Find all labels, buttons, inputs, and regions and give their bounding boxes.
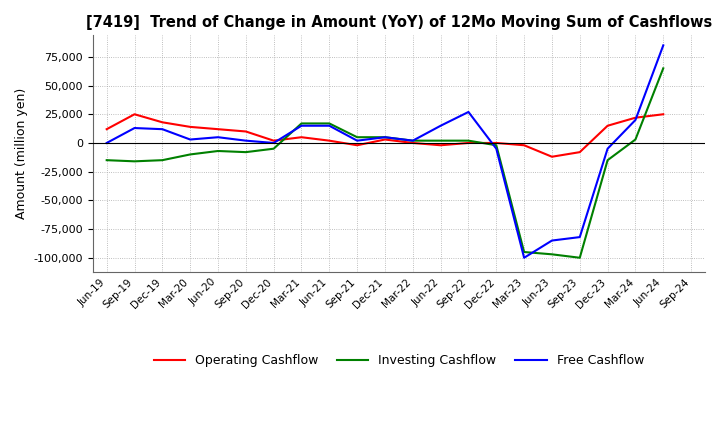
- Free Cashflow: [241, 138, 250, 143]
- Operating Cashflow: [297, 135, 306, 140]
- Free Cashflow: [520, 255, 528, 260]
- Free Cashflow: [186, 137, 194, 142]
- Free Cashflow: [297, 123, 306, 128]
- Title: [7419]  Trend of Change in Amount (YoY) of 12Mo Moving Sum of Cashflows: [7419] Trend of Change in Amount (YoY) o…: [86, 15, 712, 30]
- Investing Cashflow: [603, 158, 612, 163]
- Line: Free Cashflow: Free Cashflow: [107, 45, 663, 258]
- Investing Cashflow: [464, 138, 473, 143]
- Investing Cashflow: [659, 66, 667, 71]
- Free Cashflow: [158, 127, 166, 132]
- Operating Cashflow: [548, 154, 557, 159]
- Free Cashflow: [659, 43, 667, 48]
- Operating Cashflow: [631, 115, 640, 121]
- Operating Cashflow: [492, 140, 500, 146]
- Free Cashflow: [325, 123, 333, 128]
- Operating Cashflow: [241, 129, 250, 134]
- Line: Operating Cashflow: Operating Cashflow: [107, 114, 663, 157]
- Operating Cashflow: [520, 143, 528, 148]
- Operating Cashflow: [130, 112, 139, 117]
- Investing Cashflow: [353, 135, 361, 140]
- Operating Cashflow: [464, 140, 473, 146]
- Investing Cashflow: [548, 252, 557, 257]
- Investing Cashflow: [102, 158, 111, 163]
- Operating Cashflow: [102, 127, 111, 132]
- Investing Cashflow: [130, 159, 139, 164]
- Investing Cashflow: [297, 121, 306, 126]
- Investing Cashflow: [408, 138, 417, 143]
- Free Cashflow: [436, 123, 445, 128]
- Free Cashflow: [603, 146, 612, 151]
- Free Cashflow: [492, 146, 500, 151]
- Operating Cashflow: [325, 138, 333, 143]
- Line: Investing Cashflow: Investing Cashflow: [107, 68, 663, 258]
- Free Cashflow: [575, 235, 584, 240]
- Investing Cashflow: [269, 146, 278, 151]
- Operating Cashflow: [603, 123, 612, 128]
- Investing Cashflow: [436, 138, 445, 143]
- Y-axis label: Amount (million yen): Amount (million yen): [15, 88, 28, 220]
- Free Cashflow: [269, 140, 278, 146]
- Free Cashflow: [408, 138, 417, 143]
- Free Cashflow: [214, 135, 222, 140]
- Investing Cashflow: [520, 249, 528, 255]
- Investing Cashflow: [631, 137, 640, 142]
- Investing Cashflow: [158, 158, 166, 163]
- Operating Cashflow: [353, 143, 361, 148]
- Operating Cashflow: [214, 127, 222, 132]
- Free Cashflow: [631, 117, 640, 123]
- Operating Cashflow: [408, 140, 417, 146]
- Free Cashflow: [102, 140, 111, 146]
- Free Cashflow: [548, 238, 557, 243]
- Investing Cashflow: [325, 121, 333, 126]
- Operating Cashflow: [436, 143, 445, 148]
- Investing Cashflow: [381, 135, 390, 140]
- Free Cashflow: [464, 109, 473, 114]
- Investing Cashflow: [214, 148, 222, 154]
- Operating Cashflow: [575, 150, 584, 155]
- Operating Cashflow: [381, 137, 390, 142]
- Investing Cashflow: [492, 143, 500, 148]
- Operating Cashflow: [158, 120, 166, 125]
- Legend: Operating Cashflow, Investing Cashflow, Free Cashflow: Operating Cashflow, Investing Cashflow, …: [149, 349, 649, 372]
- Investing Cashflow: [241, 150, 250, 155]
- Operating Cashflow: [186, 124, 194, 129]
- Operating Cashflow: [659, 112, 667, 117]
- Free Cashflow: [130, 125, 139, 131]
- Investing Cashflow: [575, 255, 584, 260]
- Free Cashflow: [381, 135, 390, 140]
- Free Cashflow: [353, 138, 361, 143]
- Operating Cashflow: [269, 138, 278, 143]
- Investing Cashflow: [186, 152, 194, 157]
